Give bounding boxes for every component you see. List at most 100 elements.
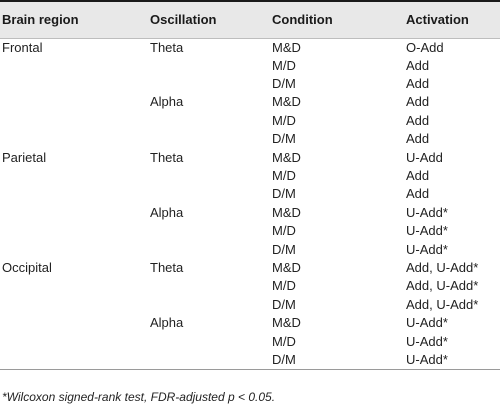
table-row: Alpha M&D U-Add* — [0, 314, 500, 332]
table-row: M/D Add — [0, 167, 500, 185]
brain-region-cell — [0, 167, 148, 185]
brain-region-cell — [0, 240, 148, 258]
oscillation-cell — [148, 222, 270, 240]
oscillation-cell: Theta — [150, 259, 184, 275]
condition-cell: D/M — [272, 186, 296, 202]
oscillation-cell — [148, 240, 270, 258]
condition-cell: M&D — [272, 94, 301, 110]
condition-cell: M&D — [272, 149, 301, 165]
condition-cell: M/D — [272, 112, 296, 128]
brain-region-cell — [0, 75, 148, 93]
brain-region-cell — [0, 351, 148, 370]
activation-cell: U-Add* — [406, 315, 448, 331]
activation-cell: U-Add* — [406, 204, 448, 220]
brain-region-cell — [0, 204, 148, 222]
table-row: M/D Add, U-Add* — [0, 277, 500, 295]
oscillation-cell: Alpha — [150, 315, 184, 331]
activation-cell: U-Add* — [406, 223, 448, 239]
header-oscillation: Oscillation — [150, 12, 217, 28]
brain-region-cell — [0, 112, 148, 130]
condition-cell: M/D — [272, 57, 296, 73]
table-row: M/D Add — [0, 57, 500, 75]
condition-cell: M&D — [272, 315, 301, 331]
oscillation-cell — [148, 185, 270, 203]
oscillation-cell — [148, 130, 270, 148]
table-row: M/D U-Add* — [0, 332, 500, 350]
table-footnote: *Wilcoxon signed-rank test, FDR-adjusted… — [2, 390, 276, 404]
activation-cell: Add — [406, 112, 430, 128]
oscillation-cell — [148, 296, 270, 314]
brain-region-cell — [0, 314, 148, 332]
table-row: D/M Add — [0, 185, 500, 203]
brain-region-cell — [0, 296, 148, 314]
condition-cell: D/M — [272, 351, 296, 367]
brain-region-cell — [0, 185, 148, 203]
condition-cell: M/D — [272, 333, 296, 349]
oscillation-cell: Theta — [150, 39, 184, 55]
activation-cell: Add — [406, 168, 430, 184]
condition-cell: D/M — [272, 296, 296, 312]
activation-cell: Add, U-Add* — [406, 259, 479, 275]
table-body: Frontal Theta M&D O-Add M/D Add D/M Add Alpha M&D… — [0, 38, 500, 370]
activation-cell: U-Add* — [406, 241, 448, 257]
brain-region-cell: Frontal — [2, 39, 43, 55]
oscillation-cell — [148, 277, 270, 295]
oscillation-cell: Alpha — [150, 94, 184, 110]
activation-cell: U-Add* — [406, 351, 448, 367]
condition-cell: M/D — [272, 223, 296, 239]
oscillation-cell — [148, 75, 270, 93]
activation-cell: O-Add — [406, 39, 444, 55]
table-row: M/D Add — [0, 112, 500, 130]
activation-cell: Add, U-Add* — [406, 296, 479, 312]
condition-cell: M/D — [272, 278, 296, 294]
results-table: Brain region Oscillation Condition Activ… — [0, 1, 500, 370]
activation-cell: Add — [406, 94, 430, 110]
header-activation: Activation — [406, 12, 469, 28]
oscillation-cell: Theta — [150, 149, 184, 165]
condition-cell: D/M — [272, 76, 296, 92]
table-row: D/M U-Add* — [0, 351, 500, 370]
brain-region-cell — [0, 57, 148, 75]
header-brain-region: Brain region — [2, 12, 79, 28]
table-row: Alpha M&D U-Add* — [0, 204, 500, 222]
brain-region-cell — [0, 277, 148, 295]
condition-cell: M&D — [272, 259, 301, 275]
oscillation-cell — [148, 332, 270, 350]
activation-cell: Add, U-Add* — [406, 278, 479, 294]
table-row: Frontal Theta M&D O-Add — [0, 38, 500, 57]
condition-cell: M&D — [272, 204, 301, 220]
activation-cell: U-Add — [406, 149, 443, 165]
table-row: Parietal Theta M&D U-Add — [0, 148, 500, 166]
activation-cell: Add — [406, 76, 430, 92]
oscillation-cell — [148, 351, 270, 370]
brain-region-cell: Parietal — [2, 149, 47, 165]
table-row: D/M Add, U-Add* — [0, 296, 500, 314]
brain-region-cell — [0, 222, 148, 240]
oscillation-cell: Alpha — [150, 204, 184, 220]
table-row: D/M U-Add* — [0, 240, 500, 258]
table-header: Brain region Oscillation Condition Activ… — [0, 1, 500, 38]
table-row: D/M Add — [0, 130, 500, 148]
brain-region-cell — [0, 332, 148, 350]
activation-cell: Add — [406, 131, 430, 147]
condition-cell: D/M — [272, 131, 296, 147]
condition-cell: D/M — [272, 241, 296, 257]
table-row: Alpha M&D Add — [0, 93, 500, 111]
oscillation-cell — [148, 57, 270, 75]
table-row: Occipital Theta M&D Add, U-Add* — [0, 259, 500, 277]
condition-cell: M/D — [272, 168, 296, 184]
table-row: D/M Add — [0, 75, 500, 93]
brain-region-cell — [0, 130, 148, 148]
activation-cell: Add — [406, 57, 430, 73]
activation-cell: U-Add* — [406, 333, 448, 349]
oscillation-cell — [148, 167, 270, 185]
brain-region-cell: Occipital — [2, 259, 52, 275]
brain-region-cell — [0, 93, 148, 111]
header-row: Brain region Oscillation Condition Activ… — [0, 1, 500, 38]
oscillation-cell — [148, 112, 270, 130]
activation-cell: Add — [406, 186, 430, 202]
table-row: M/D U-Add* — [0, 222, 500, 240]
condition-cell: M&D — [272, 39, 301, 55]
header-condition: Condition — [272, 12, 333, 28]
